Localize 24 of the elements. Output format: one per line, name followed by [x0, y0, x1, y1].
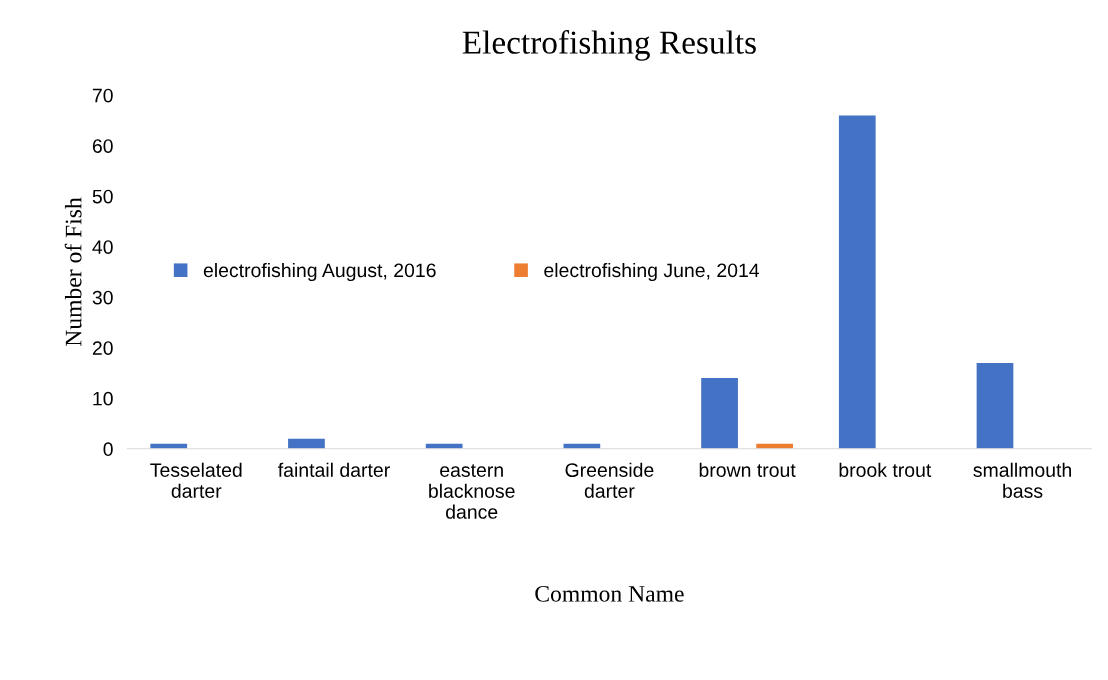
- chart-title: Electrofishing Results: [462, 30, 756, 61]
- y-tick-label: 50: [92, 189, 113, 204]
- legend-label: electrofishing June, 2014: [544, 262, 760, 282]
- bar: [838, 115, 876, 449]
- legend-label: electrofishing August, 2016: [203, 262, 436, 282]
- y-tick-label: 10: [93, 391, 113, 406]
- y-axis-title: Number of Fish: [64, 197, 82, 347]
- bar: [976, 362, 1014, 449]
- y-tick-label: 30: [92, 290, 113, 305]
- y-tick-label: 70: [92, 88, 113, 103]
- bar: [288, 438, 325, 449]
- x-tick-label: Tesselated darter: [150, 462, 242, 498]
- y-tick-label: 40: [92, 240, 113, 254]
- y-tick-label: 60: [92, 139, 113, 153]
- x-tick-label: faintail darter: [278, 462, 390, 477]
- x-tick-label: brook trout: [839, 462, 932, 477]
- bar: [701, 378, 738, 449]
- y-tick-label: 20: [92, 341, 113, 356]
- x-tick-label: Greenside darter: [565, 462, 654, 498]
- x-tick-label: eastern blacknose dance: [429, 464, 515, 519]
- x-tick-label: brown trout: [699, 462, 796, 477]
- y-tick-label: 0: [103, 442, 113, 457]
- x-axis-title: Common Name: [535, 585, 684, 602]
- x-tick-label: smallmouth bass: [973, 462, 1071, 498]
